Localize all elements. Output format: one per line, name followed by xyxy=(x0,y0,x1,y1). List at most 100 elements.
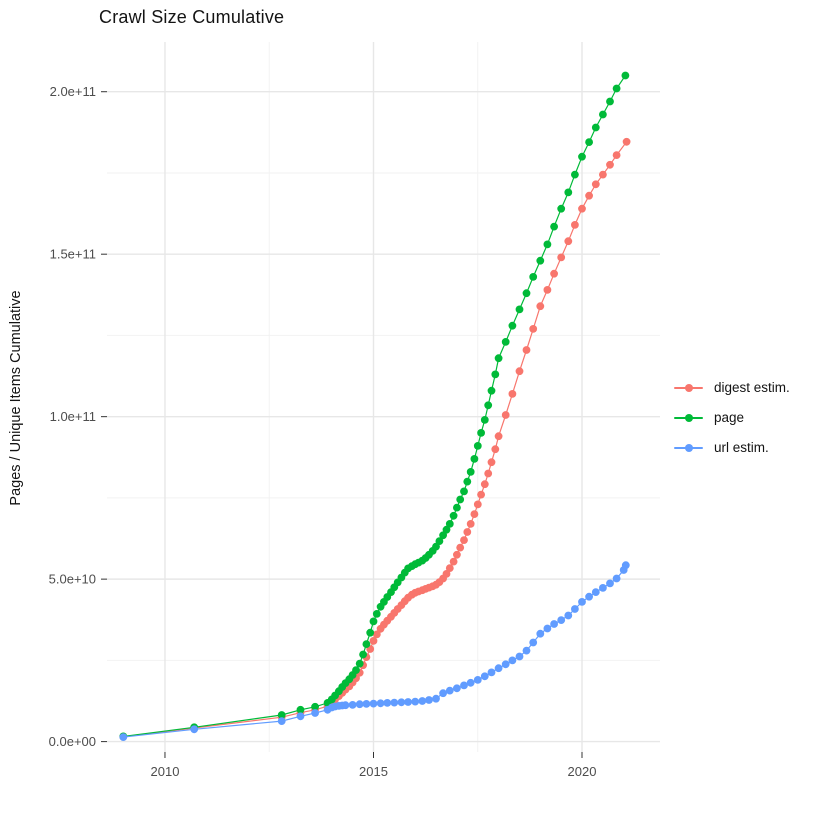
x-tick-label: 2010 xyxy=(151,764,180,779)
legend-label: digest estim. xyxy=(714,380,790,395)
data-point-page xyxy=(557,204,566,213)
y-tick-label: 1.5e+11 xyxy=(50,247,96,262)
data-point-digest-estim- xyxy=(529,325,538,333)
data-point-digest-estim- xyxy=(456,543,465,552)
data-point-digest-estim- xyxy=(445,564,454,572)
data-point-page xyxy=(501,338,510,346)
data-point-url-estim- xyxy=(494,664,503,673)
data-point-page xyxy=(352,666,360,674)
data-point-url-estim- xyxy=(397,698,406,707)
data-point-url-estim- xyxy=(362,700,371,708)
data-point-page xyxy=(456,495,465,504)
data-point-digest-estim- xyxy=(473,500,482,509)
data-point-url-estim- xyxy=(522,646,531,655)
data-point-page xyxy=(449,511,458,520)
data-point-page xyxy=(606,97,614,106)
data-point-page xyxy=(473,442,482,450)
data-point-digest-estim- xyxy=(606,160,614,169)
data-point-page xyxy=(366,628,375,637)
data-point-page xyxy=(439,531,447,540)
data-point-url-estim- xyxy=(460,681,468,690)
data-point-page xyxy=(508,321,517,330)
data-point-digest-estim- xyxy=(508,390,517,398)
series-line-url-estim- xyxy=(123,564,627,738)
data-point-page xyxy=(460,487,468,496)
data-point-url-estim- xyxy=(466,678,475,687)
data-point-url-estim- xyxy=(621,561,630,570)
data-point-digest-estim- xyxy=(466,520,475,528)
data-point-digest-estim- xyxy=(515,367,524,376)
data-point-page xyxy=(487,386,496,395)
data-point-page xyxy=(372,610,381,618)
data-point-digest-estim- xyxy=(480,480,489,489)
data-point-url-estim- xyxy=(296,712,305,721)
data-point-page xyxy=(277,711,286,719)
data-point-url-estim- xyxy=(390,698,399,707)
legend-item-digest-estim: digest estim. xyxy=(672,377,790,398)
data-point-page xyxy=(522,289,531,298)
y-tick-label: 0.0e+00 xyxy=(49,734,96,749)
data-point-url-estim- xyxy=(599,584,607,592)
data-point-url-estim- xyxy=(550,620,558,628)
data-point-digest-estim- xyxy=(612,151,621,160)
data-point-url-estim- xyxy=(277,717,286,725)
data-point-url-estim- xyxy=(606,579,614,588)
data-point-url-estim- xyxy=(515,652,524,661)
y-tick-label: 2.0e+11 xyxy=(50,84,96,99)
data-point-digest-estim- xyxy=(585,191,593,200)
data-point-page xyxy=(477,429,485,437)
data-point-page xyxy=(564,188,573,197)
data-point-page xyxy=(445,520,454,528)
legend-item-url-estim: url estim. xyxy=(672,437,790,458)
legend-key-line-dot-icon xyxy=(672,439,705,456)
data-point-url-estim- xyxy=(311,709,319,717)
x-tick-label: 2015 xyxy=(359,764,388,779)
data-point-digest-estim- xyxy=(543,286,552,294)
data-point-page xyxy=(571,170,579,179)
data-point-page xyxy=(494,354,503,363)
data-point-url-estim- xyxy=(480,672,489,681)
data-point-digest-estim- xyxy=(453,550,461,559)
data-point-digest-estim- xyxy=(372,630,381,639)
y-tick-label: 5.0e+10 xyxy=(49,572,96,587)
data-point-page xyxy=(515,305,524,314)
data-point-digest-estim- xyxy=(487,458,496,467)
data-point-digest-estim- xyxy=(369,637,378,645)
data-point-digest-estim- xyxy=(591,180,600,189)
data-point-url-estim- xyxy=(591,588,600,596)
data-point-url-estim- xyxy=(508,656,517,665)
data-point-url-estim- xyxy=(432,694,440,703)
chart-title: Crawl Size Cumulative xyxy=(99,7,285,27)
data-point-url-estim- xyxy=(557,616,566,624)
data-point-digest-estim- xyxy=(494,432,503,441)
data-point-url-estim- xyxy=(453,684,461,693)
data-point-url-estim- xyxy=(571,605,579,613)
data-point-digest-estim- xyxy=(442,570,451,578)
data-point-page xyxy=(435,537,444,545)
data-point-digest-estim- xyxy=(463,528,472,536)
data-point-page xyxy=(599,110,607,119)
legend-key-line-dot-icon xyxy=(672,409,705,426)
data-point-digest-estim- xyxy=(449,557,458,566)
data-point-digest-estim- xyxy=(557,253,566,262)
data-point-url-estim- xyxy=(501,660,510,669)
data-point-url-estim- xyxy=(383,699,392,707)
data-point-digest-estim- xyxy=(470,510,479,518)
series-line-digest-estim- xyxy=(123,141,628,738)
data-point-url-estim- xyxy=(529,638,538,647)
data-point-digest-estim- xyxy=(564,237,573,246)
data-point-page xyxy=(550,222,558,231)
data-point-page xyxy=(359,650,367,659)
data-point-url-estim- xyxy=(355,700,364,709)
data-point-digest-estim- xyxy=(460,536,468,544)
data-point-url-estim- xyxy=(543,624,552,633)
data-point-page xyxy=(591,123,600,132)
data-point-digest-estim- xyxy=(536,302,545,311)
data-point-url-estim- xyxy=(473,676,482,684)
data-point-url-estim- xyxy=(369,699,378,708)
data-point-url-estim- xyxy=(578,598,586,606)
legend-label: page xyxy=(714,410,745,425)
legend-key-line-dot-icon xyxy=(672,379,705,396)
